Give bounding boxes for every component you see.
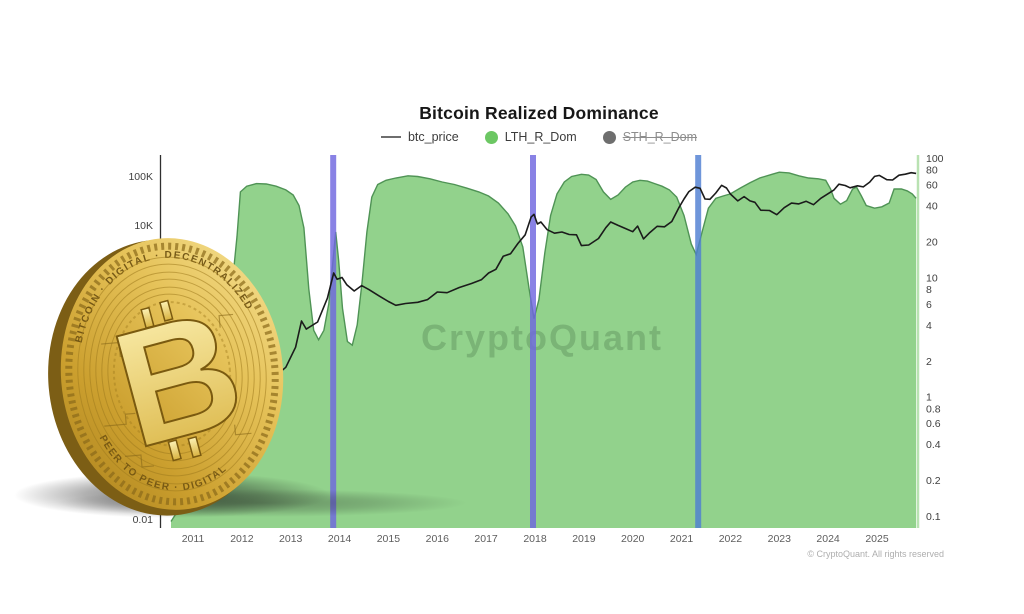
x-axis-tick-label: 2023 bbox=[768, 533, 792, 545]
dot-marker-icon bbox=[484, 130, 498, 144]
legend-item-btc-price[interactable]: btc_price bbox=[380, 130, 459, 144]
legend-item-sth-r-dom[interactable]: STH_R_Dom bbox=[602, 130, 698, 144]
right-axis-tick-label: 0.6 bbox=[926, 418, 941, 430]
x-axis-tick-label: 2015 bbox=[377, 533, 401, 545]
right-axis-tick-label: 10 bbox=[926, 272, 938, 284]
price-line-path bbox=[172, 171, 917, 478]
x-axis-tick-label: 2013 bbox=[279, 533, 303, 545]
right-axis-tick-label: 2 bbox=[926, 356, 932, 368]
btc-price-line bbox=[172, 171, 917, 478]
event-bar bbox=[530, 155, 536, 528]
legend-item-lth-r-dom[interactable]: LTH_R_Dom bbox=[484, 130, 577, 144]
legend-label: btc_price bbox=[407, 130, 459, 144]
right-axis-tick-label: 0.4 bbox=[926, 439, 941, 451]
right-axis-tick-label: 80 bbox=[926, 165, 938, 177]
left-axis-tick-label: 100K bbox=[128, 171, 153, 183]
legend-label: LTH_R_Dom bbox=[504, 130, 577, 144]
right-axis-tick-label: 0.8 bbox=[926, 403, 941, 415]
x-axis-tick-label: 2014 bbox=[328, 533, 352, 545]
right-axis-tick-label: 60 bbox=[926, 180, 938, 192]
x-axis-tick-label: 2022 bbox=[719, 533, 743, 545]
right-axis-tick-label: 100 bbox=[926, 153, 944, 165]
x-axis-tick-label: 2017 bbox=[474, 533, 498, 545]
x-axis-tick-label: 2019 bbox=[572, 533, 596, 545]
svg-text:B: B bbox=[97, 274, 260, 483]
chart-legend: btc_price LTH_R_Dom STH_R_Dom bbox=[160, 130, 918, 144]
right-axis-tick-label: 0.1 bbox=[926, 511, 941, 523]
event-bar bbox=[330, 155, 337, 528]
copyright-notice: © CryptoQuant. All rights reserved bbox=[807, 549, 944, 559]
left-axis-tick-label: 10K bbox=[134, 220, 153, 232]
dot-marker-icon bbox=[602, 130, 616, 144]
page-title: Bitcoin Realized Dominance bbox=[419, 103, 659, 123]
right-axis-tick-label: 40 bbox=[926, 201, 938, 213]
x-axis-tick-label: 2018 bbox=[523, 533, 547, 545]
right-axis-tick-label: 8 bbox=[926, 284, 932, 296]
watermark: CryptoQuant bbox=[421, 317, 663, 358]
area-fill bbox=[171, 172, 917, 528]
x-axis-tick-label: 2021 bbox=[670, 533, 694, 545]
right-axis-tick-label: 1 bbox=[926, 392, 932, 404]
right-axis-tick-label: 6 bbox=[926, 299, 932, 311]
x-axis-tick-label: 2024 bbox=[816, 533, 840, 545]
coin-circuit-lines bbox=[101, 313, 252, 468]
legend-label: STH_R_Dom bbox=[622, 130, 698, 144]
bitcoin-coin: BITCOIN · DIGITAL · DECENTRALIZED PEER T… bbox=[48, 238, 284, 516]
right-axis-tick-label: 4 bbox=[926, 320, 932, 332]
line-marker-icon bbox=[380, 136, 401, 138]
right-axis-tick-label: 20 bbox=[926, 236, 938, 248]
right-axis-tick-label: 0.2 bbox=[926, 475, 941, 487]
event-bar bbox=[695, 155, 702, 528]
area-edge bbox=[170, 171, 917, 522]
lth-dominance-area bbox=[170, 171, 917, 528]
x-axis-tick-label: 2025 bbox=[865, 533, 889, 545]
coin-btc-symbol: B bbox=[96, 273, 261, 484]
x-axis-tick-label: 2016 bbox=[426, 533, 450, 545]
x-axis-tick-label: 2020 bbox=[621, 533, 645, 545]
event-highlight-bars bbox=[330, 155, 702, 528]
x-axis-tick-label: 2012 bbox=[230, 533, 254, 545]
x-axis-tick-label: 2011 bbox=[182, 533, 205, 545]
